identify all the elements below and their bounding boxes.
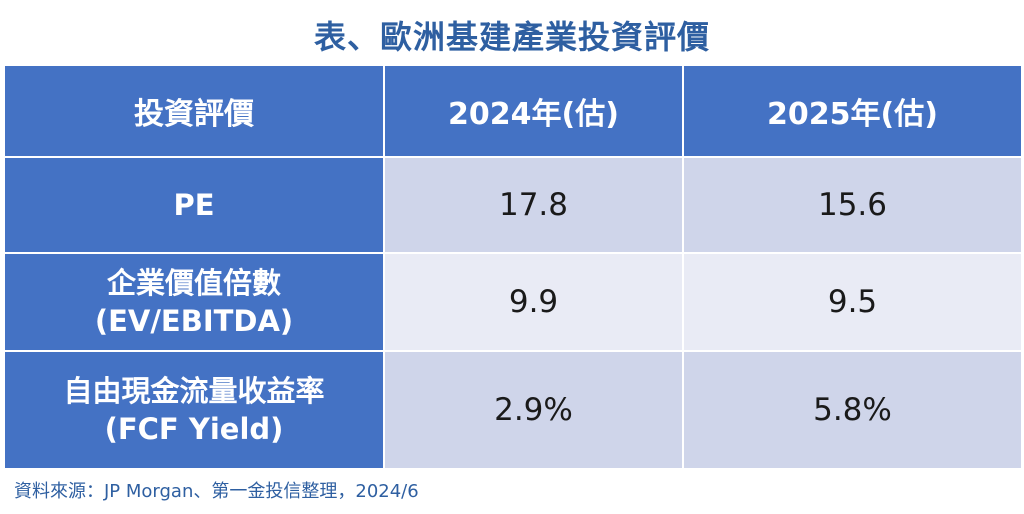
- header-metric: 投資評價: [3, 64, 385, 158]
- row-label: 自由現金流量收益率 (FCF Yield): [3, 350, 385, 470]
- source-note: 資料來源：JP Morgan、第一金投信整理，2024/6: [14, 481, 419, 502]
- row-label-line1: PE: [173, 188, 215, 222]
- cell-2024: 9.9: [383, 252, 684, 352]
- cell-2025: 15.6: [682, 156, 1023, 254]
- table-row-fcf-yield: 自由現金流量收益率 (FCF Yield) 2.9% 5.8%: [3, 350, 1023, 470]
- row-label-line2: (EV/EBITDA): [94, 304, 294, 338]
- table-header-row: 投資評價 2024年(估) 2025年(估): [3, 64, 1023, 158]
- page-title: 表、歐洲基建產業投資評價: [313, 18, 710, 56]
- header-2025: 2025年(估): [682, 64, 1023, 158]
- cell-2024: 17.8: [383, 156, 684, 254]
- row-label: PE: [3, 156, 385, 254]
- row-label-line2: (FCF Yield): [104, 412, 284, 446]
- cell-2024: 2.9%: [383, 350, 684, 470]
- row-label-line1: 自由現金流量收益率: [63, 374, 325, 408]
- cell-2025: 9.5: [682, 252, 1023, 352]
- cell-2025: 5.8%: [682, 350, 1023, 470]
- header-2024: 2024年(估): [383, 64, 684, 158]
- row-label-line1: 企業價值倍數: [106, 266, 281, 300]
- table-row-ev-ebitda: 企業價值倍數 (EV/EBITDA) 9.9 9.5: [3, 252, 1023, 352]
- valuation-table: 投資評價 2024年(估) 2025年(估) PE 17.8 15.6 企業價值…: [3, 64, 1023, 470]
- table-row-pe: PE 17.8 15.6: [3, 156, 1023, 254]
- row-label: 企業價值倍數 (EV/EBITDA): [3, 252, 385, 352]
